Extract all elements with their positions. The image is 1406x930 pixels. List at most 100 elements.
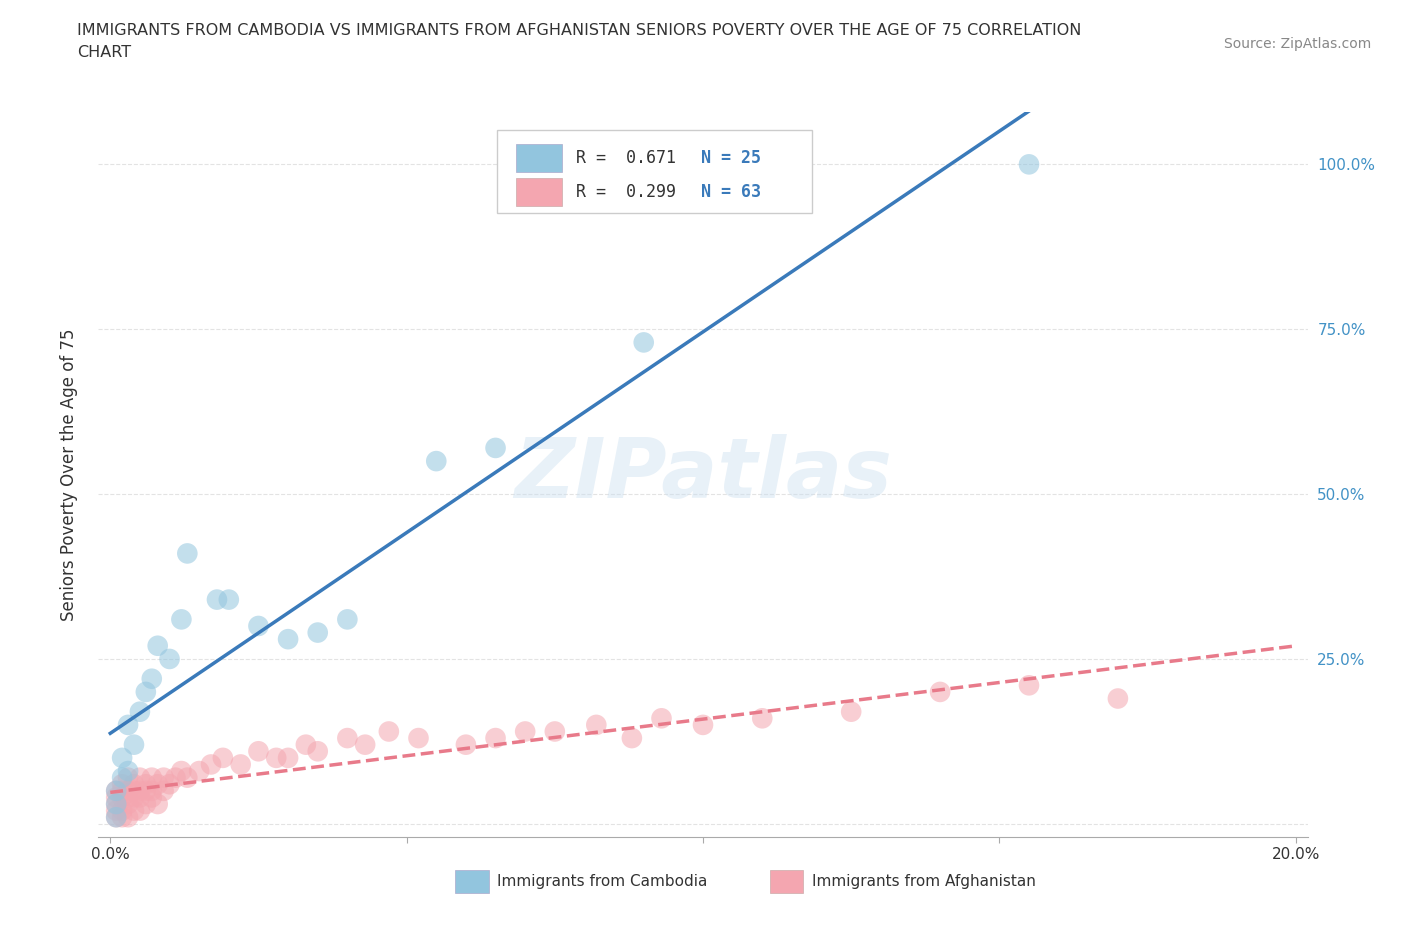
Point <box>117 810 139 825</box>
Point <box>129 790 152 804</box>
Point <box>1107 691 1129 706</box>
Y-axis label: Seniors Poverty Over the Age of 75: Seniors Poverty Over the Age of 75 <box>59 328 77 620</box>
Text: ZIPatlas: ZIPatlas <box>515 433 891 515</box>
Text: N = 25: N = 25 <box>700 149 761 167</box>
Point <box>105 797 128 812</box>
Point <box>141 770 163 785</box>
Point <box>200 757 222 772</box>
Point <box>122 737 145 752</box>
Point <box>218 592 240 607</box>
Point <box>152 770 174 785</box>
Point <box>188 764 211 778</box>
Point <box>105 810 128 825</box>
Point <box>408 731 430 746</box>
Point <box>111 751 134 765</box>
Point <box>105 804 128 818</box>
Point <box>170 612 193 627</box>
Point <box>165 770 187 785</box>
Point <box>117 717 139 732</box>
Point <box>105 783 128 798</box>
Point <box>544 724 567 739</box>
Point <box>117 764 139 778</box>
Point <box>135 783 157 798</box>
Point <box>620 731 643 746</box>
Point <box>839 704 862 719</box>
Point <box>336 731 359 746</box>
Point <box>354 737 377 752</box>
FancyBboxPatch shape <box>516 144 561 172</box>
Point <box>111 783 134 798</box>
Point <box>633 335 655 350</box>
Point <box>135 797 157 812</box>
Point <box>111 804 134 818</box>
Point <box>176 770 198 785</box>
Text: IMMIGRANTS FROM CAMBODIA VS IMMIGRANTS FROM AFGHANISTAN SENIORS POVERTY OVER THE: IMMIGRANTS FROM CAMBODIA VS IMMIGRANTS F… <box>77 23 1081 38</box>
Point <box>159 652 181 667</box>
Point <box>929 684 952 699</box>
Point <box>129 770 152 785</box>
Point <box>129 783 152 798</box>
Point <box>751 711 773 725</box>
Point <box>146 638 169 653</box>
Point <box>515 724 537 739</box>
FancyBboxPatch shape <box>456 870 489 893</box>
Point <box>122 783 145 798</box>
Point <box>141 790 163 804</box>
Point <box>105 797 128 812</box>
Point <box>122 790 145 804</box>
Point <box>117 790 139 804</box>
Point <box>336 612 359 627</box>
Point <box>378 724 401 739</box>
Point <box>454 737 477 752</box>
FancyBboxPatch shape <box>769 870 803 893</box>
FancyBboxPatch shape <box>516 179 561 206</box>
Text: Immigrants from Cambodia: Immigrants from Cambodia <box>498 874 707 889</box>
Point <box>229 757 252 772</box>
Point <box>264 751 287 765</box>
Point <box>484 731 506 746</box>
Text: N = 63: N = 63 <box>700 183 761 201</box>
Point <box>650 711 672 725</box>
Point <box>111 790 134 804</box>
Point <box>205 592 228 607</box>
Point <box>135 684 157 699</box>
Text: CHART: CHART <box>77 45 131 60</box>
Point <box>111 770 134 785</box>
Point <box>1018 678 1040 693</box>
FancyBboxPatch shape <box>498 130 811 213</box>
Point <box>425 454 447 469</box>
Point <box>159 777 181 791</box>
Point <box>247 618 270 633</box>
Point <box>176 546 198 561</box>
Point <box>117 783 139 798</box>
Point <box>585 717 607 732</box>
Point <box>105 783 128 798</box>
Point <box>484 441 506 456</box>
Point <box>146 777 169 791</box>
Point <box>122 777 145 791</box>
Text: Source: ZipAtlas.com: Source: ZipAtlas.com <box>1223 37 1371 51</box>
Point <box>105 810 128 825</box>
Point <box>141 783 163 798</box>
Point <box>117 770 139 785</box>
Point <box>247 744 270 759</box>
Point <box>129 804 152 818</box>
Point <box>129 704 152 719</box>
Point <box>212 751 235 765</box>
Point <box>692 717 714 732</box>
Point <box>1018 157 1040 172</box>
Point <box>135 777 157 791</box>
Point <box>295 737 318 752</box>
Point <box>170 764 193 778</box>
Point <box>111 810 134 825</box>
Text: Immigrants from Afghanistan: Immigrants from Afghanistan <box>811 874 1036 889</box>
Point <box>146 797 169 812</box>
Point <box>307 744 329 759</box>
Point <box>105 790 128 804</box>
Point <box>307 625 329 640</box>
Text: R =  0.671: R = 0.671 <box>576 149 676 167</box>
Text: R =  0.299: R = 0.299 <box>576 183 676 201</box>
Point <box>117 797 139 812</box>
Point <box>122 804 145 818</box>
Point <box>152 783 174 798</box>
